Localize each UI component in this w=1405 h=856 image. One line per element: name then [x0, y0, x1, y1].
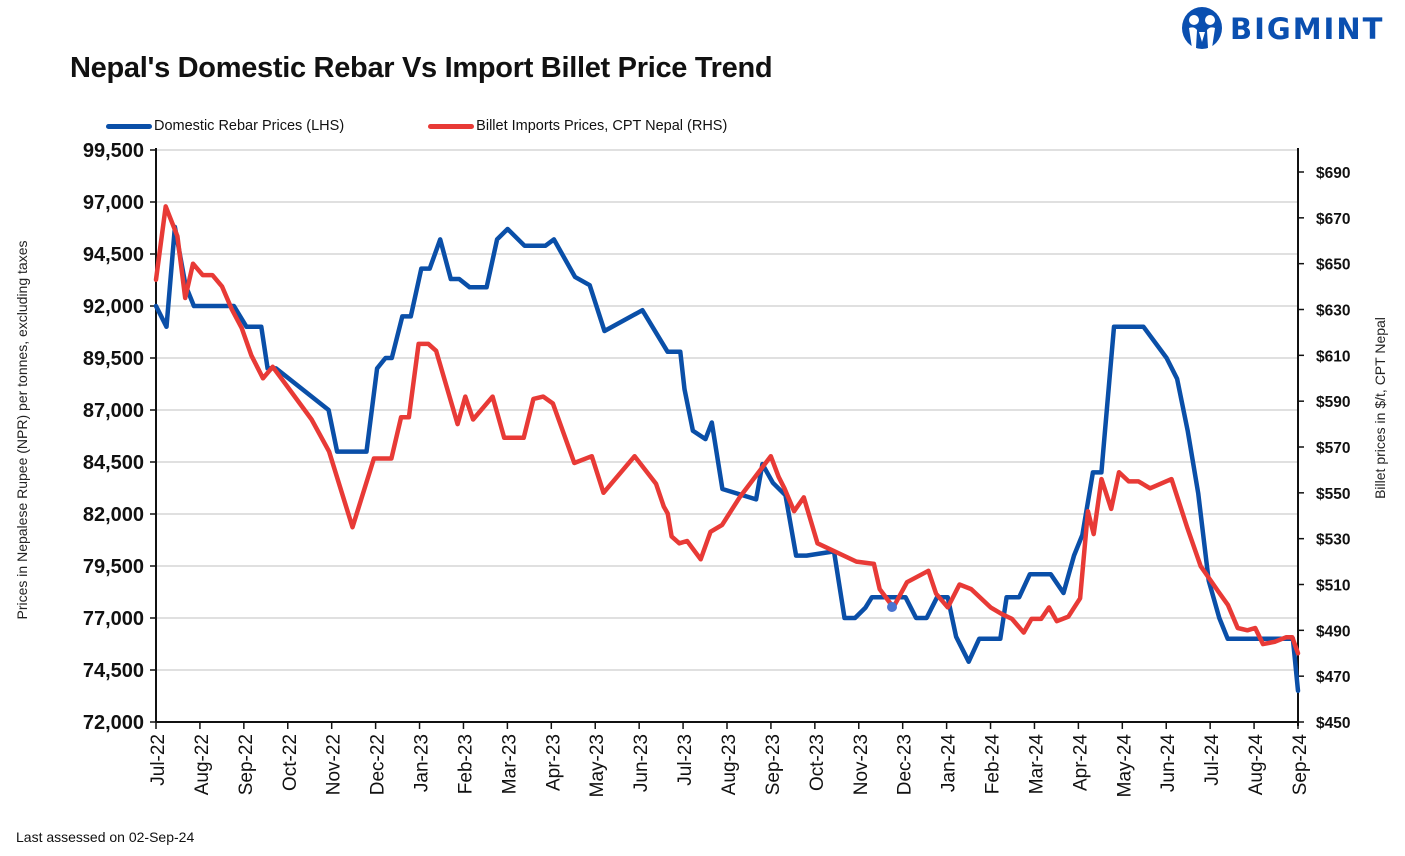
x-tick-label: Nov-22	[324, 734, 345, 795]
x-tick-label: Dec-22	[368, 734, 389, 795]
x-tick-label: Jul-23	[675, 734, 696, 786]
y-tick-label-right: $450	[1316, 715, 1350, 732]
y-tick-label-right: $570	[1316, 440, 1350, 457]
logo-text: BIGMINT	[1230, 12, 1385, 46]
last-assessed-note: Last assessed on 02-Sep-24	[16, 829, 195, 845]
y-tick-label-right: $530	[1316, 532, 1350, 549]
y-tick-label-left: 92,000	[83, 296, 144, 318]
legend-label-billet: Billet Imports Prices, CPT Nepal (RHS)	[476, 118, 728, 134]
legend-label-rebar: Domestic Rebar Prices (LHS)	[154, 118, 345, 134]
y-tick-label-left: 82,000	[83, 504, 144, 526]
x-tick-label: Jan-23	[412, 734, 433, 792]
y-tick-label-left: 72,000	[83, 712, 144, 734]
chart-title: Nepal's Domestic Rebar Vs Import Billet …	[70, 52, 773, 84]
y-tick-label-left: 97,000	[83, 192, 144, 214]
x-tick-label: Mar-24	[1026, 734, 1047, 795]
left-y-ticks: 72,000 74,500 77,000 79,500 82,000 84,500 87,0…	[83, 140, 156, 734]
x-tick-label: Jul-22	[148, 734, 169, 786]
legend-item-rebar[interactable]: Domestic Rebar Prices (LHS)	[106, 118, 344, 134]
y-tick-label-right: $470	[1316, 669, 1350, 686]
y-tick-label-left: 94,500	[83, 244, 144, 266]
x-tick-label: May-23	[587, 734, 608, 797]
x-ticks: Jul-22 Aug-22 Sep-22 Oct-22 Nov-22 Dec-22 Jan-…	[148, 722, 1311, 797]
y-tick-label-right: $590	[1316, 394, 1350, 411]
y-axis-label-right: Billet prices in $/t, CPT Nepal	[1372, 317, 1388, 499]
bigmint-logo-icon	[1182, 7, 1222, 49]
x-tick-label: Dec-23	[895, 734, 916, 795]
y-tick-label-left: 79,500	[83, 556, 144, 578]
x-tick-label: Jan-24	[939, 734, 960, 793]
y-tick-label-right: $650	[1316, 257, 1350, 274]
axes	[155, 148, 1299, 726]
x-tick-label: Oct-22	[280, 734, 301, 791]
x-tick-label: May-24	[1114, 734, 1135, 798]
x-tick-label: Jun-24	[1158, 734, 1179, 793]
y-tick-label-left: 89,500	[83, 348, 144, 370]
x-tick-label: Sep-23	[763, 734, 784, 795]
series-line-domestic-rebar[interactable]	[153, 224, 1301, 694]
x-tick-label: Mar-23	[499, 734, 520, 794]
brand-logo: BIGMINT	[1180, 6, 1384, 52]
x-tick-label: Sep-24	[1290, 734, 1311, 796]
y-tick-label-left: 74,500	[83, 660, 144, 682]
y-tick-label-left: 99,500	[83, 140, 144, 162]
y-tick-label-right: $490	[1316, 623, 1350, 640]
y-tick-label-left: 77,000	[83, 608, 144, 630]
legend-swatch-billet	[428, 123, 475, 129]
right-y-ticks: $450 $470 $490 $510 $530 $550 $570 $590 $610 $630…	[1298, 165, 1350, 732]
x-tick-label: Aug-24	[1246, 734, 1267, 796]
y-tick-label-right: $630	[1316, 303, 1350, 320]
x-tick-label: Jun-23	[631, 734, 652, 792]
y-tick-label-right: $550	[1316, 486, 1350, 503]
x-tick-label: Nov-23	[851, 734, 872, 795]
chart-legend: Domestic Rebar Prices (LHS) Billet Impor…	[106, 118, 727, 134]
y-tick-label-right: $510	[1316, 578, 1350, 595]
x-tick-label: Feb-24	[983, 734, 1004, 795]
legend-swatch-rebar	[106, 123, 152, 129]
legend-item-billet[interactable]: Billet Imports Prices, CPT Nepal (RHS)	[428, 118, 727, 134]
y-tick-label-right: $670	[1316, 211, 1350, 228]
highlight-marker[interactable]	[887, 602, 897, 612]
series-lines	[153, 204, 1301, 694]
x-tick-label: Aug-23	[719, 734, 740, 795]
series-line-billet-imports[interactable]	[153, 204, 1301, 656]
x-tick-label: Apr-23	[543, 734, 564, 791]
y-tick-label-right: $690	[1316, 165, 1350, 182]
y-tick-label-left: 87,000	[83, 400, 144, 422]
x-tick-label: Apr-24	[1070, 734, 1091, 791]
x-tick-label: Sep-22	[236, 734, 257, 795]
y-axis-label-left: Prices in Nepalese Rupee (NPR) per tonne…	[14, 241, 30, 620]
x-tick-label: Aug-22	[192, 734, 213, 795]
y-tick-label-right: $610	[1316, 348, 1350, 365]
x-tick-label: Jul-24	[1202, 734, 1223, 786]
x-tick-label: Oct-23	[807, 734, 828, 791]
x-tick-label: Feb-23	[455, 734, 476, 794]
y-tick-label-left: 84,500	[83, 452, 144, 474]
